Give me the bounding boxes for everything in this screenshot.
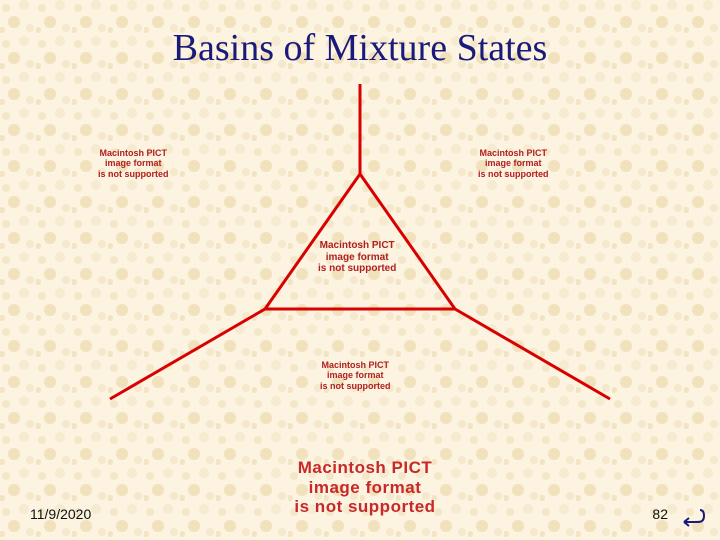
- pict-line: image format: [318, 252, 396, 264]
- slide: Basins of Mixture States Macintosh PICT …: [0, 0, 720, 540]
- pict-error-top-left: Macintosh PICT image format is not suppo…: [98, 148, 169, 179]
- pict-line: image format: [98, 158, 169, 168]
- pict-line: Macintosh PICT: [320, 360, 391, 370]
- pict-line: is not supported: [320, 381, 391, 391]
- pict-error-top-right: Macintosh PICT image format is not suppo…: [478, 148, 549, 179]
- pict-line: Macintosh PICT: [478, 148, 549, 158]
- pict-line: Macintosh PICT: [98, 148, 169, 158]
- pict-line: is not supported: [318, 263, 396, 275]
- slide-content: Basins of Mixture States Macintosh PICT …: [0, 0, 720, 540]
- diagram-edge: [110, 309, 265, 399]
- slide-title: Basins of Mixture States: [0, 26, 720, 70]
- pict-line: is not supported: [230, 497, 500, 517]
- footer-date: 11/9/2020: [30, 506, 91, 522]
- pict-line: Macintosh PICT: [230, 458, 500, 478]
- pict-line: is not supported: [478, 169, 549, 179]
- footer-page-number: 82: [652, 506, 668, 522]
- diagram-edge: [455, 309, 610, 399]
- pict-line: Macintosh PICT: [318, 240, 396, 252]
- pict-line: image format: [230, 478, 500, 498]
- pict-error-lower: Macintosh PICT image format is not suppo…: [320, 360, 391, 391]
- pict-line: is not supported: [98, 169, 169, 179]
- pict-error-bottom-large: Macintosh PICT image format is not suppo…: [230, 458, 500, 517]
- pict-error-center: Macintosh PICT image format is not suppo…: [318, 240, 396, 275]
- pict-line: image format: [320, 370, 391, 380]
- pict-line: image format: [478, 158, 549, 168]
- return-icon[interactable]: [676, 506, 706, 528]
